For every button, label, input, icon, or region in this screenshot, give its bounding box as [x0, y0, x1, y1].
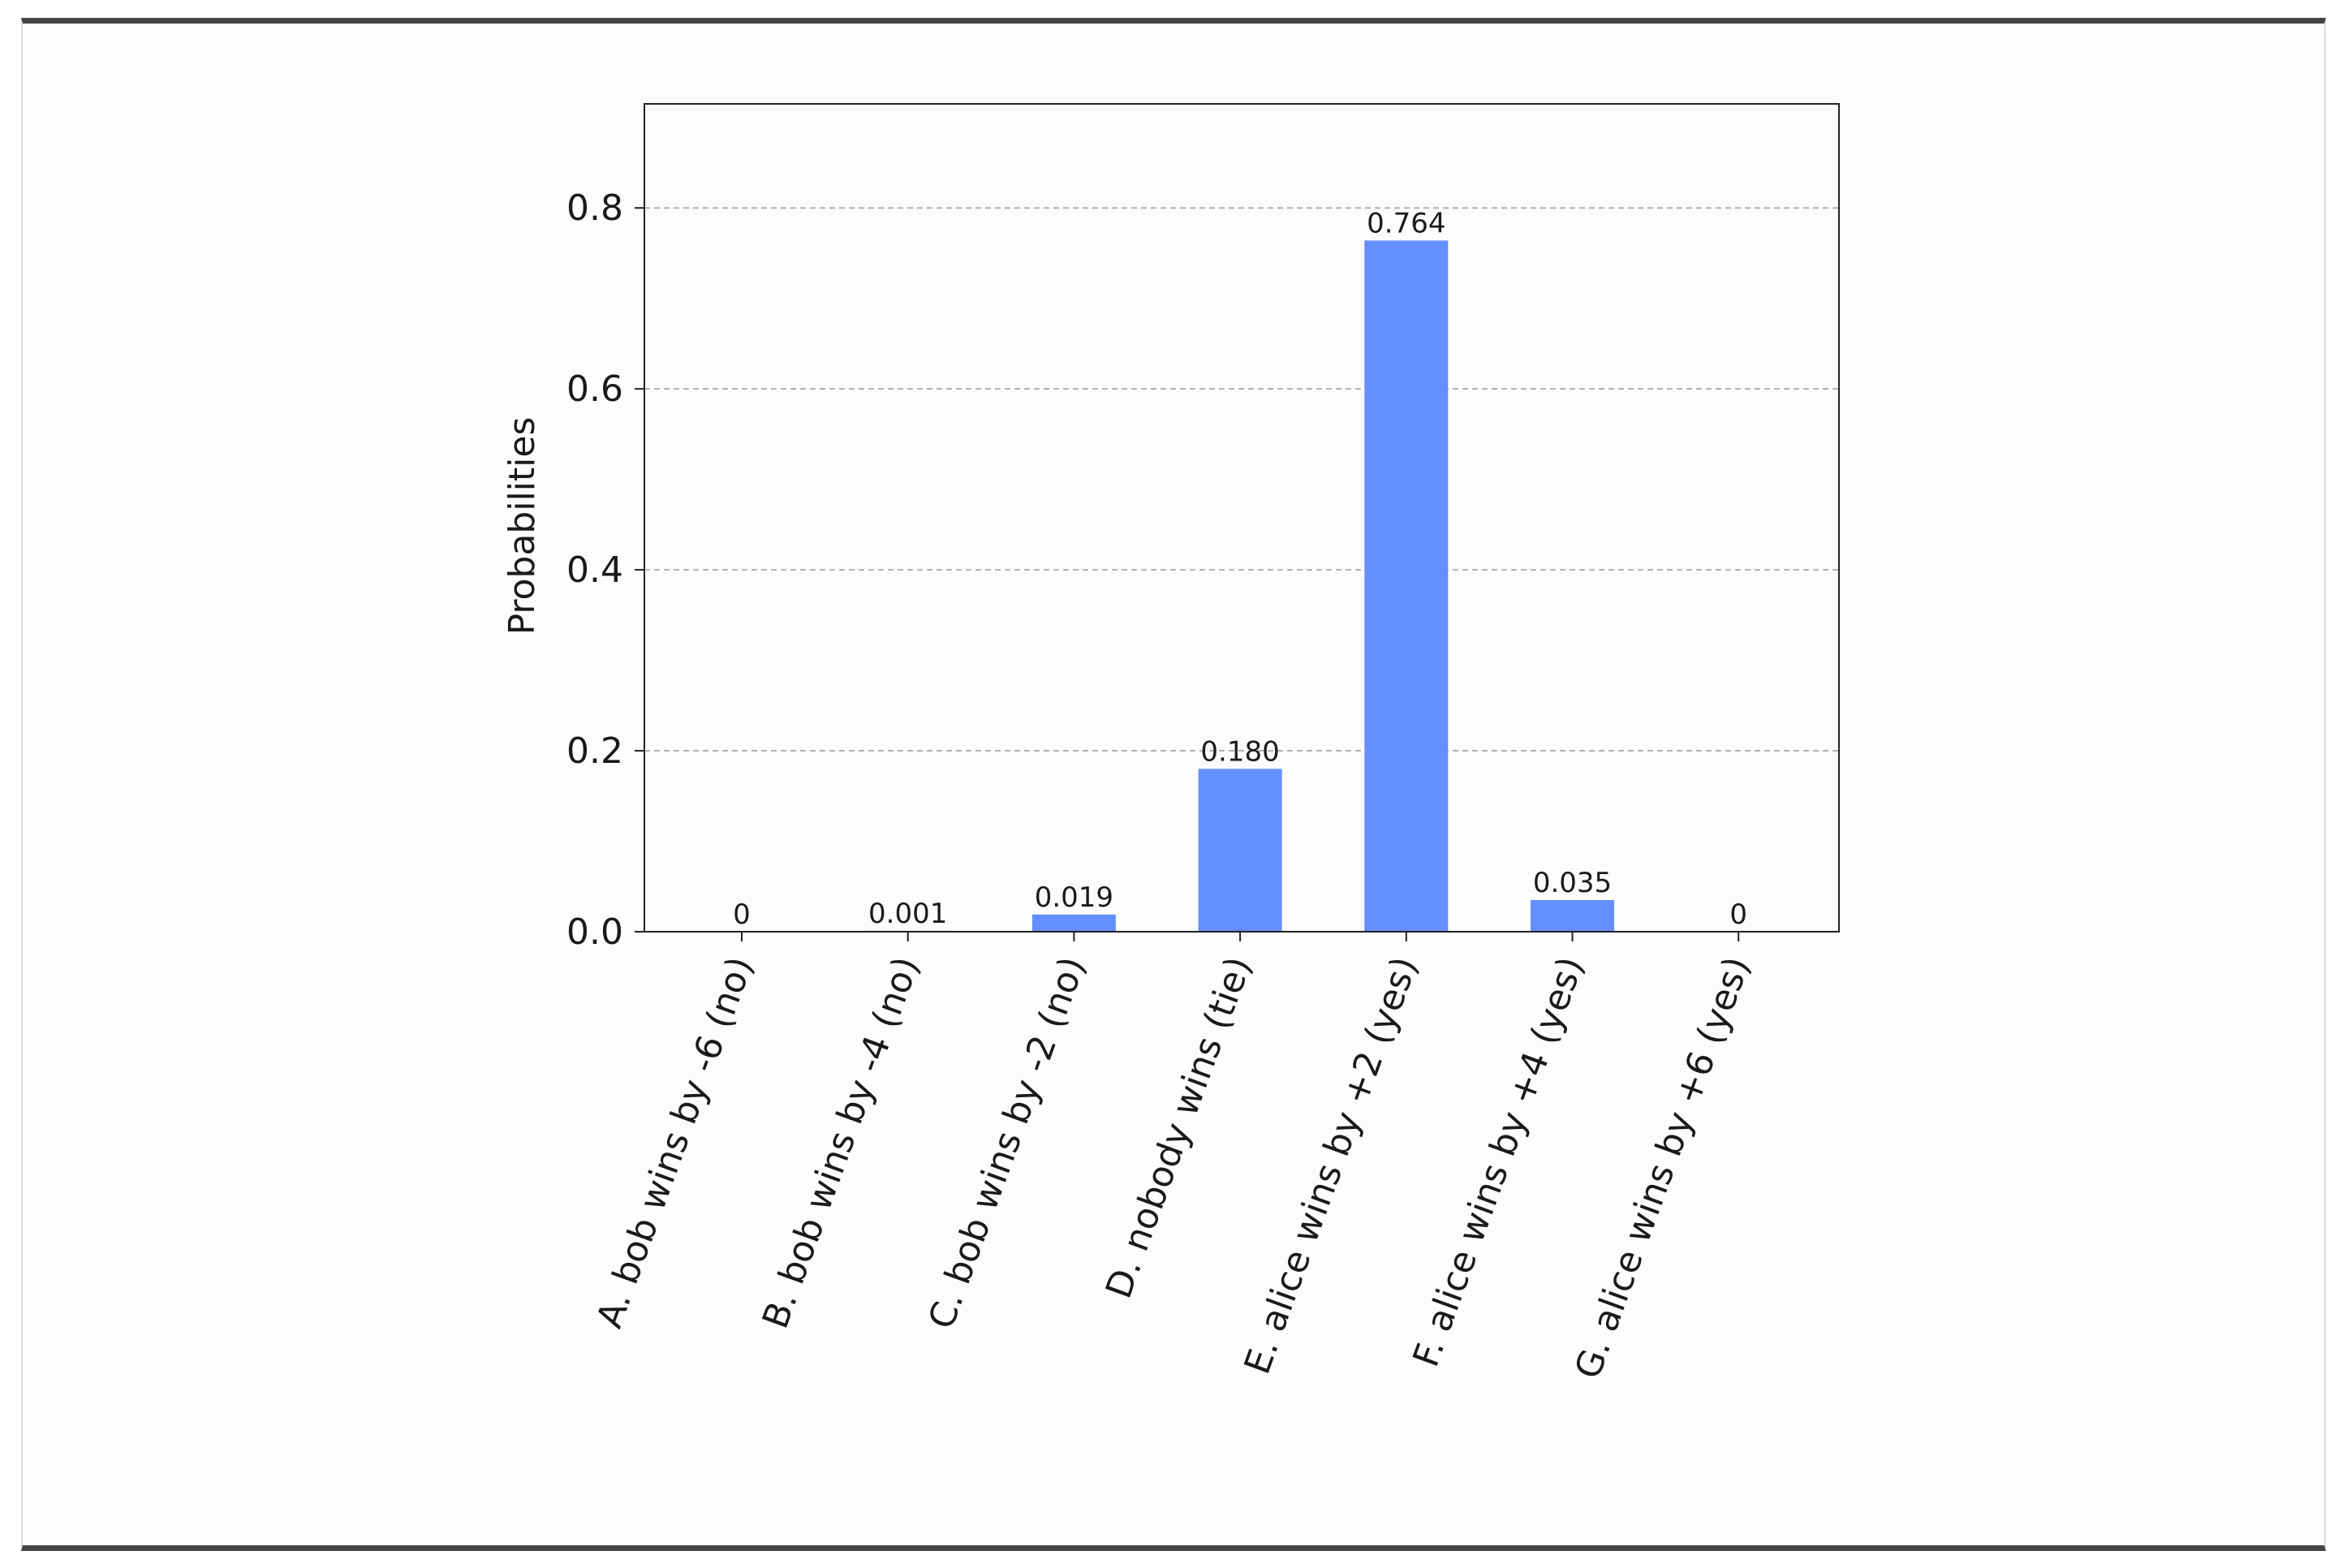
bar-value-label: 0.180 [1200, 735, 1279, 768]
x-tick-label: A. bob wins by -6 (no) [589, 951, 762, 1333]
bar [1198, 769, 1282, 932]
data-labels: 0 0.001 0.019 0.180 0.764 0.035 0 [733, 207, 1747, 931]
x-tick-label: B. bob wins by -4 (no) [755, 951, 928, 1333]
y-tick-label: 0.2 [566, 730, 623, 772]
y-axis-title: Probabilities [502, 417, 543, 635]
bar-value-label: 0.035 [1533, 867, 1612, 899]
x-tick-label: G. alice wins by +6 (yes) [1567, 951, 1759, 1384]
plot-frame [644, 103, 1840, 933]
bar-value-label: 0.019 [1035, 881, 1113, 914]
grid-lines [644, 207, 1839, 752]
x-tick-label: D. nobody wins (tie) [1098, 951, 1260, 1303]
x-tick-label: C. bob wins by -2 (no) [920, 951, 1093, 1334]
x-tick-label: F. alice wins by +4 (yes) [1406, 951, 1592, 1372]
bars [866, 240, 1614, 932]
bar [1031, 914, 1116, 932]
bar-value-label: 0.001 [868, 898, 947, 930]
y-axis: 0.0 0.2 0.4 0.6 0.8 [566, 187, 644, 953]
bar-value-label: 0 [733, 898, 751, 931]
bar-value-label: 0.764 [1367, 207, 1445, 239]
bar-value-label: 0 [1729, 898, 1747, 931]
y-tick-label: 0.6 [566, 368, 623, 410]
x-tick-label: E. alice wins by +2 (yes) [1237, 951, 1427, 1379]
bar [1531, 899, 1614, 932]
bar [1364, 240, 1449, 932]
x-axis: A. bob wins by -6 (no)B. bob wins by -4 … [589, 932, 1759, 1385]
output-panel [21, 18, 2326, 1551]
y-tick-label: 0.0 [566, 911, 623, 953]
y-tick-label: 0.8 [566, 187, 623, 229]
y-tick-label: 0.4 [566, 549, 623, 591]
